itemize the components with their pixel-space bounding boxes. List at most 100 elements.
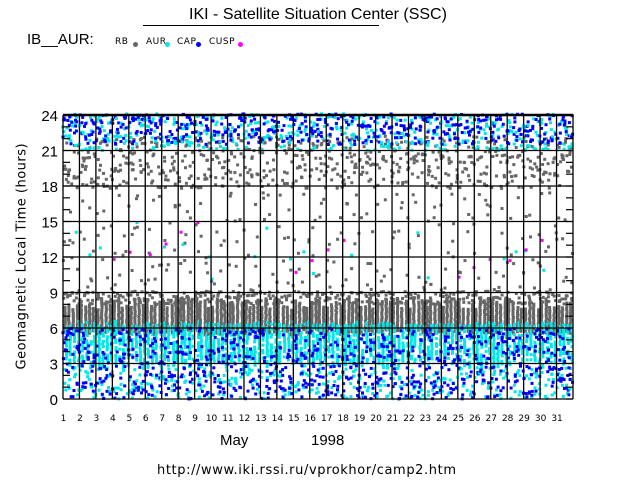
rb-point	[344, 146, 348, 150]
rb-point	[239, 152, 243, 156]
aur-point	[107, 139, 111, 143]
rb-point	[339, 306, 343, 310]
rb-point	[396, 327, 400, 331]
rb-point	[174, 312, 178, 316]
rb-point	[157, 165, 161, 169]
aur-point	[97, 345, 101, 349]
cap-point	[253, 330, 257, 334]
rb-point	[396, 319, 400, 323]
aur-point	[385, 358, 389, 362]
aur-point	[180, 334, 184, 337]
cap-point	[98, 330, 102, 334]
cap-point	[152, 337, 156, 341]
aur-point	[344, 363, 347, 367]
aur-point	[208, 345, 212, 349]
cap-point	[310, 378, 314, 382]
rb-point	[70, 182, 74, 186]
cap-point	[309, 329, 313, 333]
rb-point	[153, 315, 157, 319]
aur-point	[410, 368, 414, 372]
rb-point	[368, 311, 371, 315]
aur-point	[188, 331, 192, 335]
rb-point	[281, 319, 285, 323]
rb-point	[170, 331, 174, 335]
rb-point	[384, 159, 388, 163]
rb-point	[92, 180, 96, 184]
legend-label-cap: CAP	[177, 37, 197, 47]
cap-point	[251, 377, 255, 381]
aur-point	[327, 355, 331, 359]
aur-point	[427, 337, 431, 341]
rb-point	[355, 318, 359, 322]
aur-point	[194, 123, 198, 126]
rb-point	[375, 313, 379, 317]
aur-point	[361, 120, 365, 124]
cap-point	[92, 122, 96, 126]
rb-point	[369, 287, 373, 291]
rb-point	[125, 316, 129, 320]
cap-point	[187, 337, 191, 341]
cap-point	[369, 366, 373, 370]
rb-point	[180, 297, 184, 300]
rb-point	[228, 325, 232, 329]
cap-point	[321, 375, 325, 379]
cap-point	[212, 351, 216, 355]
rb-point	[236, 320, 239, 324]
aur-point	[312, 124, 316, 128]
aur-point	[167, 143, 171, 147]
rb-point	[273, 308, 277, 312]
aur-point	[67, 384, 70, 388]
aur-point	[311, 334, 315, 338]
cap-point	[212, 366, 216, 370]
cap-point	[229, 134, 233, 138]
rb-point	[375, 163, 379, 167]
cap-point	[401, 349, 405, 353]
aur-point	[365, 337, 369, 340]
rb-point	[207, 333, 211, 336]
aur-point	[68, 348, 72, 352]
rb-point	[244, 317, 248, 321]
cap-point	[386, 383, 390, 387]
aur-point	[166, 335, 170, 339]
cap-point	[265, 369, 269, 373]
rb-point	[412, 155, 416, 159]
rb-point	[196, 176, 200, 180]
cap-point	[149, 344, 153, 348]
cap-point	[246, 141, 250, 145]
cap-point	[391, 385, 395, 389]
rb-point	[264, 303, 268, 307]
cap-point	[90, 369, 94, 373]
rb-point	[120, 314, 124, 318]
rb-point	[330, 311, 334, 315]
aur-point	[287, 390, 291, 394]
rb-point	[368, 296, 372, 300]
rb-point	[384, 324, 388, 328]
cap-point	[412, 330, 416, 334]
aur-point	[172, 122, 176, 126]
cap-point	[281, 387, 285, 391]
aur-point	[212, 344, 216, 347]
rb-point	[227, 159, 231, 162]
rb-point	[189, 174, 193, 178]
rb-point	[235, 304, 239, 308]
aur-point	[92, 340, 96, 344]
aur-point	[154, 139, 158, 143]
cap-point	[269, 372, 273, 375]
rb-point	[199, 186, 203, 190]
rb-point	[219, 312, 223, 316]
rb-point	[96, 320, 100, 324]
cap-point	[141, 328, 145, 332]
rb-point	[405, 313, 409, 317]
cap-point	[100, 392, 104, 396]
rb-point	[129, 316, 133, 319]
rb-point	[191, 160, 195, 164]
rb-point	[273, 310, 276, 314]
aur-point	[350, 253, 354, 257]
aur-point	[155, 323, 159, 327]
rb-point	[228, 317, 232, 321]
aur-point	[278, 330, 282, 334]
rb-point	[248, 310, 252, 314]
aur-point	[395, 118, 399, 122]
rb-point	[408, 321, 412, 325]
rb-point	[137, 305, 141, 308]
